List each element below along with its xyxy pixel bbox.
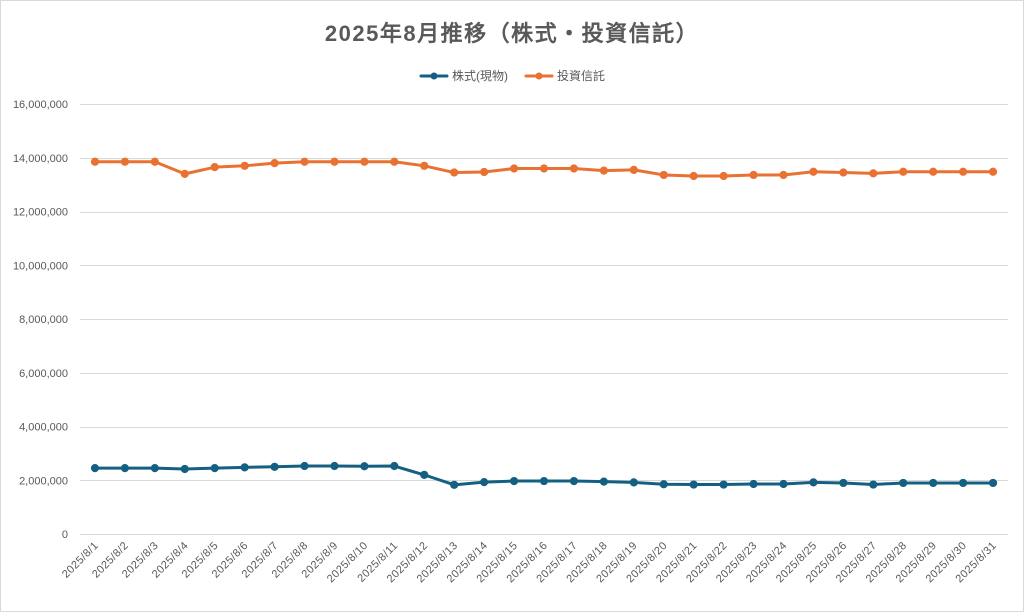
legend-label-stocks: 株式(現物) [452,68,508,83]
data-point[interactable] [929,478,938,488]
data-point[interactable] [958,167,968,176]
data-point[interactable] [300,157,309,166]
data-point[interactable] [659,480,668,489]
legend-item-funds[interactable]: 投資信託 [524,68,605,83]
y-tick-label: 0 [62,529,68,541]
data-point[interactable] [390,461,399,471]
data-point[interactable] [569,476,579,486]
data-point[interactable] [629,165,638,174]
data-point[interactable] [629,478,638,487]
data-point[interactable] [420,161,429,170]
legend-item-stocks[interactable]: 株式(現物) [419,68,508,83]
data-point[interactable] [779,170,788,180]
y-tick-label: 8,000,000 [19,314,68,326]
data-point[interactable] [330,157,339,166]
data-point[interactable] [90,464,100,473]
data-point[interactable] [90,157,100,166]
data-point[interactable] [180,169,189,178]
y-tick-label: 16,000,000 [13,99,68,111]
data-point[interactable] [360,157,369,166]
data-point[interactable] [569,164,579,173]
data-point[interactable] [300,461,309,471]
legend-label-funds: 投資信託 [557,68,605,83]
legend: 株式(現物) 投資信託 [419,68,605,83]
data-point[interactable] [689,171,698,181]
data-point[interactable] [270,462,279,471]
data-point[interactable] [929,167,938,176]
data-point[interactable] [150,464,159,473]
y-axis: 0 2,000,000 4,000,000 6,000,000 8,000,000 10,… [13,99,68,541]
data-point[interactable] [869,480,878,489]
data-point[interactable] [988,167,998,176]
legend-marker-stocks [430,72,438,80]
data-point[interactable] [420,470,429,479]
data-point[interactable] [270,159,279,168]
data-point[interactable] [809,167,818,176]
data-point[interactable] [749,170,758,180]
data-point[interactable] [360,462,369,471]
data-point[interactable] [599,166,608,175]
data-point[interactable] [839,168,848,177]
series-1 [90,157,998,181]
data-point[interactable] [749,479,758,489]
y-tick-label: 10,000,000 [13,260,68,272]
data-point[interactable] [480,478,489,487]
data-point[interactable] [450,480,459,489]
data-point[interactable] [779,479,788,489]
data-point[interactable] [599,477,608,486]
data-point[interactable] [689,480,698,489]
legend-marker-funds [535,72,543,80]
data-point[interactable] [240,161,249,170]
data-point[interactable] [330,461,339,471]
data-point[interactable] [899,167,908,176]
data-point[interactable] [210,464,219,473]
data-point[interactable] [719,171,728,181]
y-tick-label: 12,000,000 [13,207,68,219]
series-0 [90,461,998,489]
y-tick-label: 14,000,000 [13,153,68,165]
data-point[interactable] [809,478,818,487]
chart-title: 2025年8月推移（株式・投資信託） [325,21,699,46]
data-point[interactable] [180,464,189,474]
y-tick-label: 4,000,000 [19,422,68,434]
data-point[interactable] [988,478,998,488]
data-point[interactable] [539,164,549,173]
y-tick-label: 6,000,000 [19,368,68,380]
data-point[interactable] [958,478,968,488]
data-point[interactable] [210,163,219,172]
data-point[interactable] [869,169,878,178]
data-point[interactable] [659,170,668,180]
data-point[interactable] [509,164,519,173]
data-point[interactable] [539,476,549,486]
data-point[interactable] [719,480,728,489]
y-tick-label: 2,000,000 [19,475,68,487]
data-point[interactable] [120,464,130,473]
plot-series [90,157,998,489]
data-point[interactable] [839,478,848,488]
data-point[interactable] [450,168,459,177]
data-point[interactable] [899,478,908,488]
data-point[interactable] [150,157,159,166]
data-point[interactable] [480,167,489,177]
data-point[interactable] [240,463,249,472]
data-point[interactable] [120,157,130,166]
data-point[interactable] [390,157,399,166]
data-point[interactable] [509,476,519,486]
